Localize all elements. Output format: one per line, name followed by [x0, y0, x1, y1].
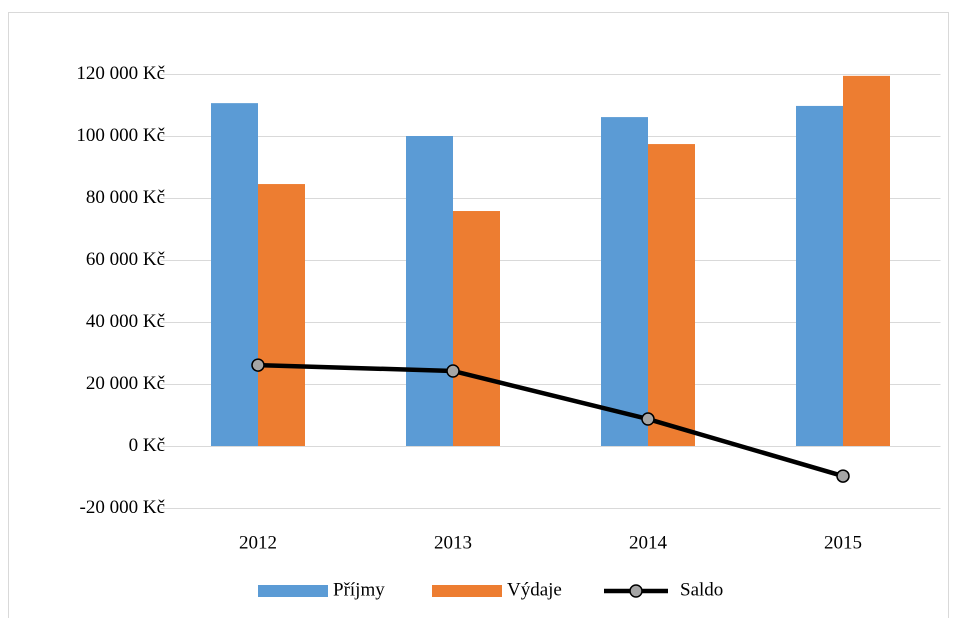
- line-marker: [836, 469, 850, 483]
- chart-frame: [8, 12, 949, 623]
- legend-label: Příjmy: [333, 579, 385, 600]
- y-tick-label: 120 000 Kč: [76, 63, 165, 84]
- bar: [796, 105, 843, 447]
- line: [257, 362, 844, 479]
- bar: [211, 103, 258, 446]
- y-tick-label: 40 000 Kč: [86, 311, 165, 332]
- line-marker: [251, 358, 265, 372]
- y-tick-label: -20 000 Kč: [80, 497, 165, 518]
- legend-marker: [629, 584, 643, 598]
- y-tick-label: 60 000 Kč: [86, 249, 165, 270]
- bar: [843, 75, 890, 447]
- legend-swatch: [258, 585, 328, 597]
- y-tick-label: 80 000 Kč: [86, 187, 165, 208]
- x-tick-label: 2014: [629, 532, 668, 553]
- legend-swatch: [432, 585, 502, 597]
- bar: [648, 144, 695, 446]
- bar: [453, 211, 500, 446]
- x-tick-label: 2013: [434, 532, 472, 553]
- y-tick-label: 0 Kč: [129, 435, 165, 456]
- y-tick-label: 100 000 Kč: [76, 125, 165, 146]
- line-marker: [641, 412, 655, 426]
- bar: [258, 184, 305, 447]
- legend-label: Výdaje: [507, 579, 562, 600]
- line-marker: [446, 364, 460, 378]
- y-tick-label: 20 000 Kč: [86, 373, 165, 394]
- x-tick-label: 2015: [824, 532, 862, 553]
- x-tick-label: 2012: [239, 532, 277, 553]
- legend-label: Saldo: [680, 579, 723, 600]
- bar: [406, 136, 453, 446]
- bar: [601, 117, 648, 446]
